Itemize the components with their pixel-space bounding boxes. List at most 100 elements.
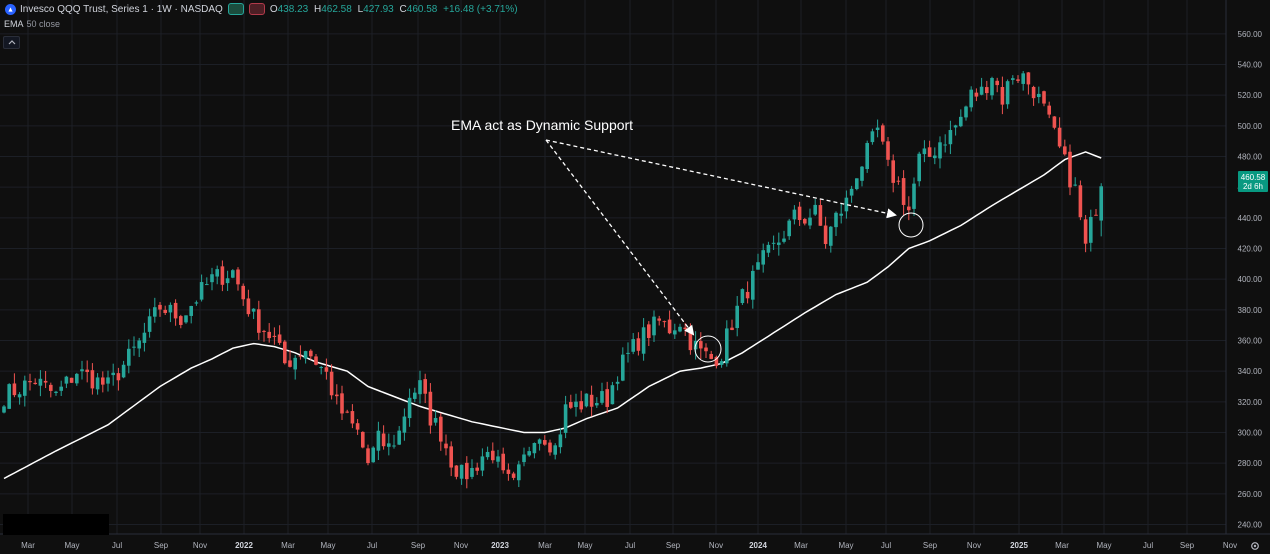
candle-body [740, 289, 745, 304]
time-tick-label: May [320, 541, 335, 550]
candle-body [371, 447, 375, 463]
candle-body [615, 381, 620, 384]
grid-lines [0, 0, 1231, 534]
price-tick-label: 380.00 [1238, 306, 1263, 315]
time-tick-label: Mar [21, 541, 35, 550]
candle-body [147, 316, 152, 332]
time-tick-label: Nov [1223, 541, 1237, 550]
annotation-markers [545, 139, 924, 363]
candle-body [896, 180, 901, 182]
candle-body [1094, 214, 1098, 216]
candle-body [7, 384, 11, 409]
candle-body [636, 338, 641, 351]
candle-body [163, 309, 167, 313]
candle-body [969, 89, 973, 108]
candle-body [1057, 127, 1062, 147]
candle-body [397, 430, 401, 445]
candle-body [241, 285, 245, 300]
candle-body [303, 351, 308, 359]
time-tick-label: 2023 [491, 541, 509, 550]
candle-body [548, 442, 552, 453]
time-tick-label: Jul [367, 541, 377, 550]
candle-body [600, 391, 604, 403]
candle-body [361, 431, 365, 448]
price-tick-label: 240.00 [1238, 521, 1263, 530]
market-open-icon[interactable] [227, 3, 244, 15]
candle-body [797, 206, 802, 221]
chevron-up-icon [8, 40, 15, 45]
high-key: H [313, 3, 322, 15]
candle-body [272, 335, 277, 337]
candle-body [787, 220, 791, 237]
time-tick-label: Nov [709, 541, 723, 550]
candle-body [314, 356, 318, 365]
price-tick-label: 300.00 [1238, 429, 1263, 438]
time-axis-bg [0, 534, 1270, 554]
price-tick-label: 540.00 [1238, 61, 1263, 70]
time-axis[interactable]: Mar May Jul Sep Nov 2022 Mar May Jul Sep Nov 2023 Ma… [0, 533, 1270, 554]
open-value: 438.23 [277, 3, 309, 15]
last-price-label: 460.58 2d 6h [1238, 171, 1268, 192]
nasdaq-logo-icon [5, 3, 16, 15]
candle-body [704, 347, 708, 352]
candle-body [413, 392, 417, 399]
candle-body [688, 329, 693, 351]
candle-body [1005, 81, 1010, 105]
candle-body [959, 116, 963, 127]
time-tick-label: 2022 [235, 541, 253, 550]
candle-body [917, 153, 921, 182]
candle-body [683, 327, 687, 330]
price-tick-label: 520.00 [1238, 91, 1263, 100]
time-tick-label: 2025 [1010, 541, 1028, 550]
flag-icon[interactable] [248, 3, 265, 15]
candle-body [1000, 86, 1005, 105]
touch-circle-2023 [694, 335, 722, 363]
candle-body [319, 367, 323, 369]
candle-body [470, 467, 474, 477]
ema-legend[interactable]: EMA 50 close [4, 19, 60, 29]
candle-body [673, 330, 677, 335]
annotation-text[interactable]: EMA act as Dynamic Support [451, 117, 634, 133]
candle-body [865, 143, 869, 170]
collapse-legend-button[interactable] [3, 36, 20, 49]
symbol-title[interactable]: Invesco QQQ Trust, Series 1 · 1W · NASDA… [20, 3, 223, 15]
candle-body [912, 183, 916, 209]
candle-body [626, 352, 630, 354]
candle-body [813, 204, 817, 215]
candle-body [870, 131, 875, 143]
candle-body [225, 278, 230, 284]
time-tick-label: Nov [967, 541, 981, 550]
candle-body [537, 439, 542, 444]
candle-body [1078, 185, 1083, 218]
price-axis[interactable]: 240.00 260.00 280.00 300.00 320.00 340.00 360.… [1225, 0, 1270, 554]
candle-body [210, 274, 214, 283]
time-tick-label: May [1096, 541, 1111, 550]
price-tick-label: 560.00 [1238, 30, 1263, 39]
candle-body [428, 391, 433, 426]
candle-body [818, 205, 823, 226]
candle-body [855, 178, 859, 190]
candle-body [553, 445, 557, 455]
time-tick-label: Sep [1180, 541, 1195, 550]
candle-body [844, 197, 849, 212]
candle-body [808, 217, 812, 226]
candle-body [1047, 105, 1051, 115]
candle-body [522, 454, 526, 463]
candle-body [725, 328, 729, 364]
candle-body [563, 404, 568, 433]
candle-body [922, 148, 927, 155]
candle-body [1011, 78, 1015, 80]
candle-body [886, 141, 890, 160]
price-tick-label: 340.00 [1238, 367, 1263, 376]
candle-body [699, 341, 703, 349]
low-value: 427.93 [363, 3, 394, 15]
candle-body [849, 188, 854, 196]
candle-body [111, 372, 115, 376]
gear-icon[interactable] [1250, 541, 1260, 551]
candle-body [517, 464, 521, 481]
candle-body [631, 339, 635, 352]
time-tick-label: Nov [454, 541, 468, 550]
candle-body [340, 393, 344, 414]
candle-body [1037, 93, 1041, 98]
